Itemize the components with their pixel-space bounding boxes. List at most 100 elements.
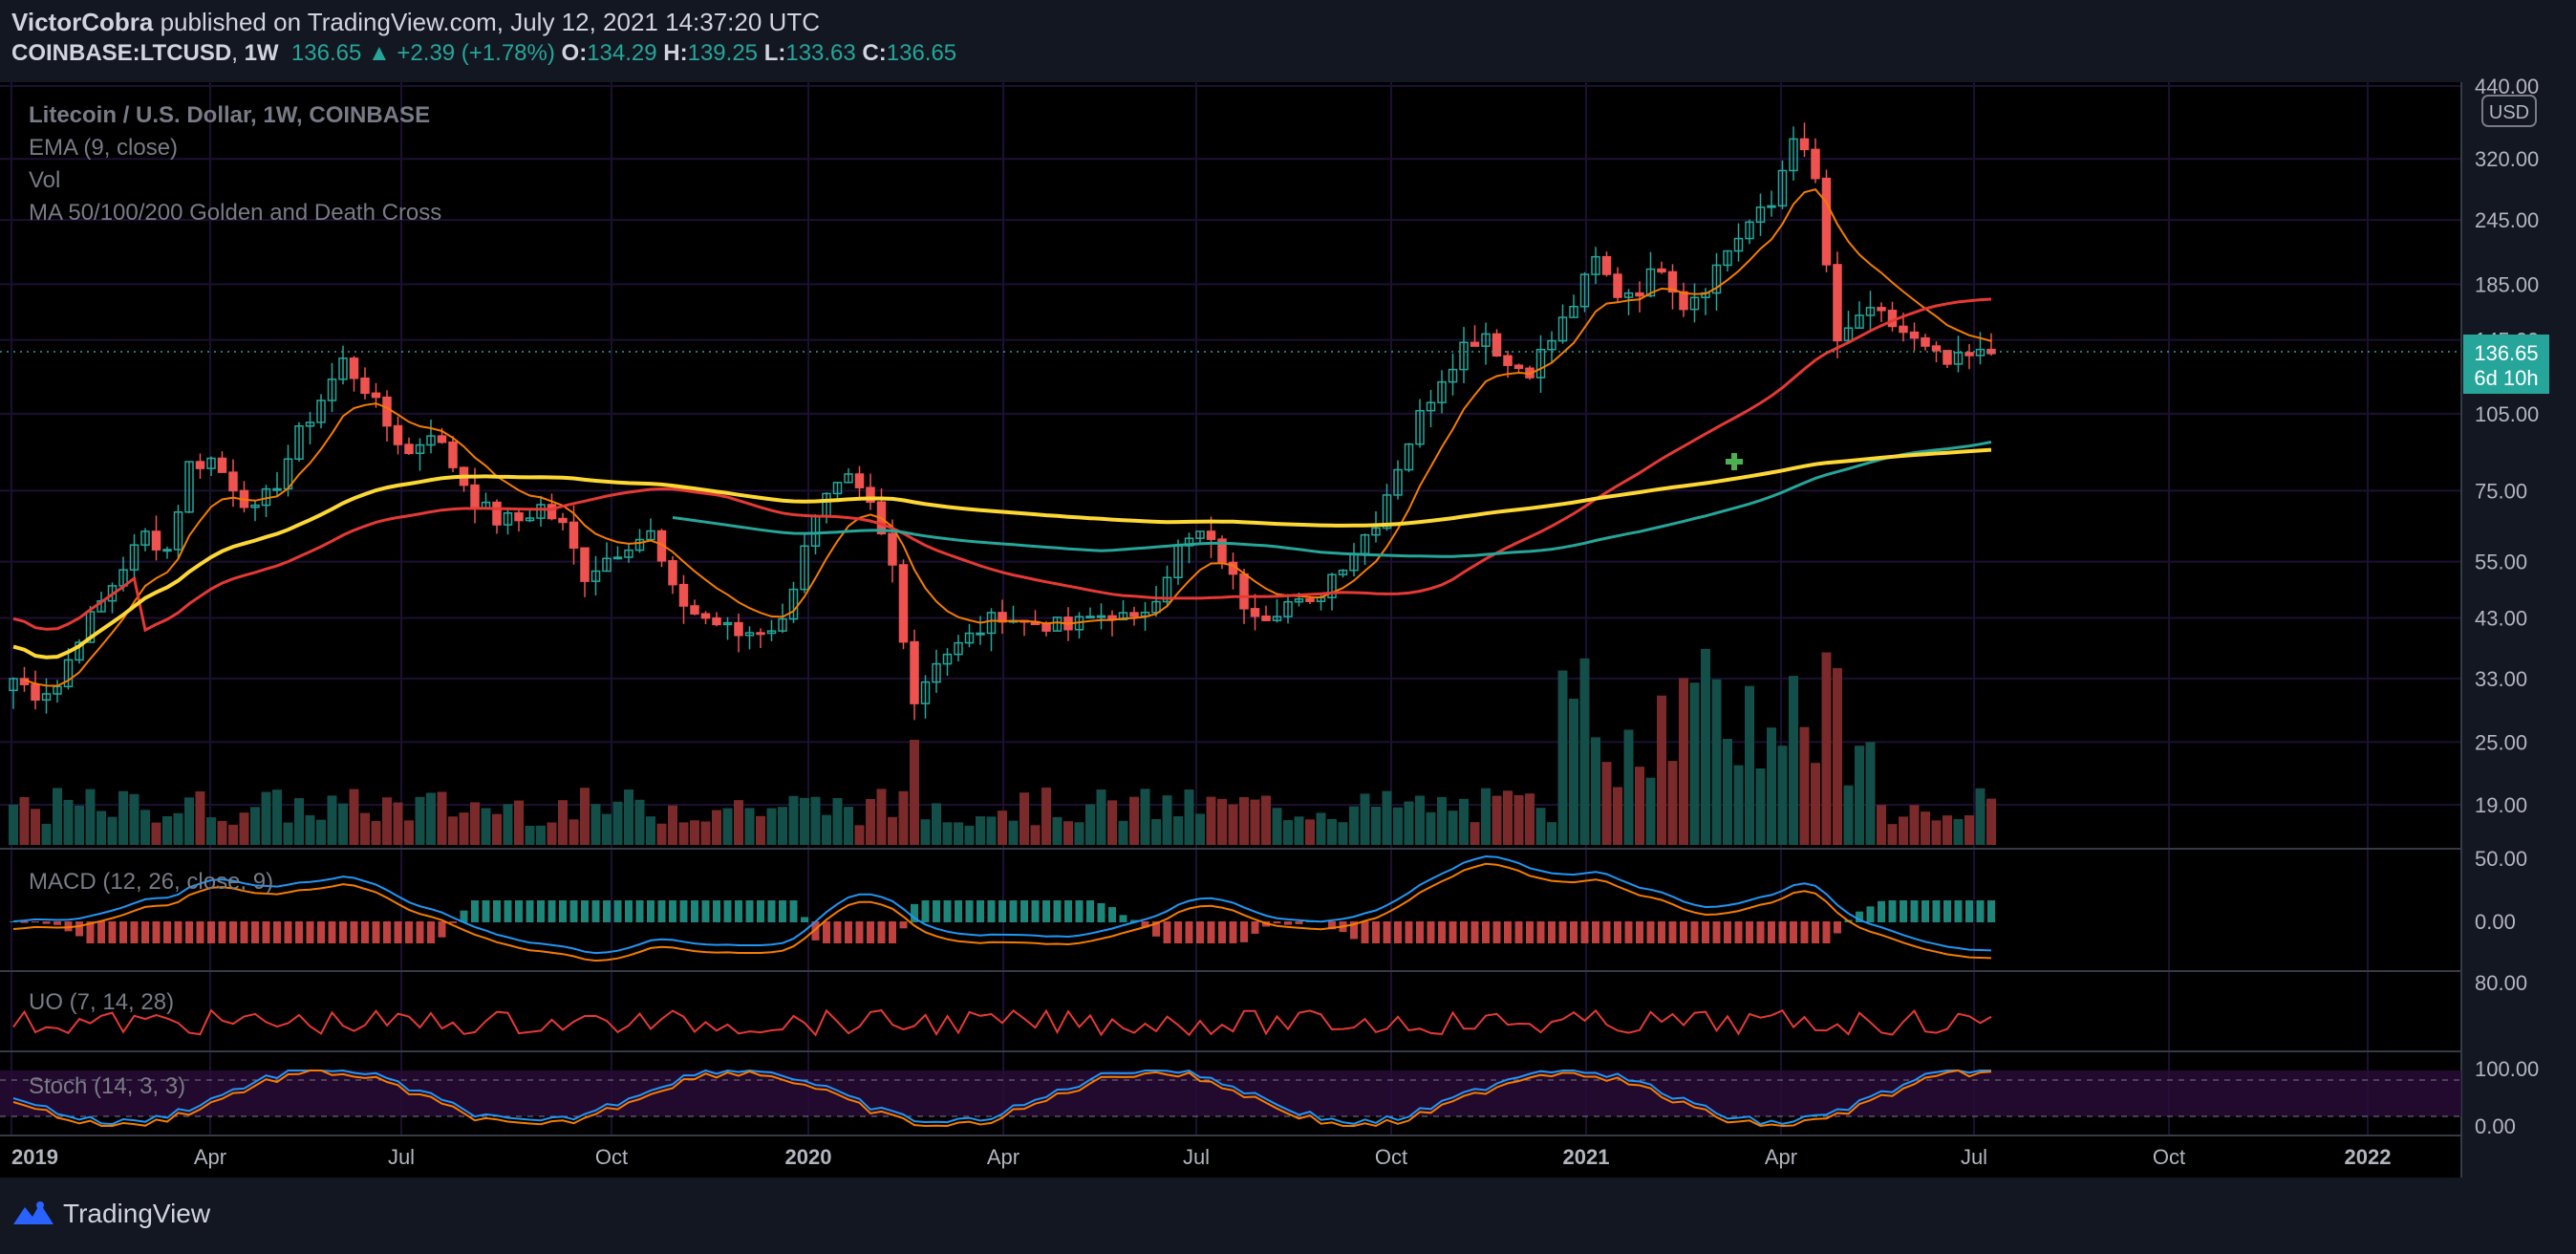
macd-histogram-bar: [1416, 921, 1424, 943]
volume-bar: [415, 796, 425, 845]
candle-body: [1679, 291, 1688, 311]
macd-histogram-bar: [372, 921, 380, 943]
candle-body: [426, 435, 436, 446]
volume-bar: [1195, 813, 1205, 845]
volume-bar: [832, 798, 843, 845]
macd-histogram-bar: [1240, 921, 1248, 942]
volume-bar: [1591, 737, 1600, 845]
candle-body: [437, 435, 447, 443]
macd-histogram-bar: [1856, 911, 1863, 922]
macd-histogram-bar: [723, 900, 732, 922]
macd-histogram-bar: [1086, 900, 1094, 922]
macd-histogram-bar: [899, 921, 908, 929]
candle-body: [503, 512, 513, 526]
candle-body: [1921, 336, 1930, 347]
volume-bar: [1745, 685, 1754, 845]
candle-body: [63, 659, 74, 688]
candle-body: [1931, 345, 1942, 352]
volume-bar: [1437, 796, 1447, 845]
candle-body: [316, 400, 326, 423]
macd-histogram-bar: [471, 900, 479, 922]
volume-bar: [1975, 788, 1986, 845]
volume-bar: [1711, 679, 1722, 845]
candle-body: [1118, 612, 1128, 621]
volume-bar: [63, 799, 74, 845]
volume-bar: [1943, 815, 1952, 845]
macd-histogram-bar: [526, 900, 534, 922]
volume-bar: [1206, 796, 1216, 845]
candle-body: [612, 556, 623, 560]
candle-body: [1975, 348, 1986, 357]
legend-ema[interactable]: EMA (9, close): [29, 135, 178, 161]
macd-histogram-bar: [1097, 902, 1106, 922]
macd-histogram-bar: [1185, 921, 1193, 943]
candle-body: [800, 545, 809, 591]
macd-histogram-bar: [1965, 900, 1973, 922]
volume-bar: [1557, 670, 1568, 845]
volume-bar: [1601, 762, 1612, 845]
chart-canvas[interactable]: Litecoin / U.S. Dollar, 1W, COINBASE EMA…: [0, 78, 2576, 1178]
macd-histogram-bar: [405, 921, 413, 943]
macd-histogram-bar: [789, 900, 798, 922]
volume-bar: [569, 819, 579, 845]
time-axis[interactable]: 2019 Apr Jul Oct 2020 Apr Jul Oct 2021 Apr Jul Oct 2…: [11, 1145, 2391, 1169]
volume-bar: [1613, 787, 1622, 845]
macd-histogram-bar: [1207, 921, 1215, 943]
volume-bar: [19, 796, 30, 845]
macd-histogram-bar: [625, 900, 633, 922]
volume-bar: [1404, 801, 1414, 845]
legend-ma[interactable]: MA 50/100/200 Golden and Death Cross: [29, 200, 441, 226]
volume-bar: [854, 825, 865, 845]
interval[interactable]: 1W: [244, 40, 279, 66]
candle-body: [866, 486, 875, 503]
legend-title[interactable]: Litecoin / U.S. Dollar, 1W, COINBASE: [29, 102, 430, 128]
macd-histogram-bar: [1910, 900, 1919, 922]
macd-histogram-bar: [867, 921, 874, 943]
ma50-line: [12, 297, 1992, 633]
legend-uo[interactable]: UO (7, 14, 28): [29, 989, 174, 1015]
symbol-name[interactable]: COINBASE:LTCUSD: [11, 40, 232, 66]
close-label: C:: [862, 40, 887, 66]
legend-macd[interactable]: MACD (12, 26, close, 9): [29, 869, 273, 895]
candle-body: [9, 678, 18, 692]
volume-bar: [734, 800, 743, 845]
candle-body: [634, 538, 645, 551]
stoch-tick-label: 0.00: [2475, 1114, 2516, 1138]
macd-histogram-bar: [97, 921, 105, 943]
macd-histogram-bar: [108, 921, 117, 943]
volume-bar: [514, 800, 524, 845]
candle-body: [1327, 573, 1337, 598]
volume-bar: [1008, 820, 1019, 845]
volume-bar: [1140, 789, 1150, 845]
legend-stoch[interactable]: Stoch (14, 3, 3): [29, 1073, 185, 1099]
macd-histogram-bar: [152, 921, 161, 943]
volume-bar: [1657, 695, 1666, 845]
macd-histogram-bar: [119, 921, 127, 943]
price-axis[interactable]: 440.00320.00245.00185.00145.00105.0075.0…: [2475, 78, 2539, 817]
low-value: 133.63: [785, 40, 856, 66]
macd-histogram-bar: [1064, 900, 1072, 922]
macd-histogram-bar: [1174, 921, 1182, 943]
macd-tick-label: 0.00: [2475, 910, 2516, 934]
volume-bar: [393, 802, 403, 845]
macd-histogram-bar: [1834, 921, 1841, 934]
currency-badge[interactable]: USD: [2481, 95, 2537, 127]
candle-body: [382, 396, 392, 427]
volume-bar: [1041, 788, 1051, 845]
volume-bar: [97, 811, 106, 845]
volume-bar: [547, 822, 557, 845]
tradingview-logo[interactable]: TradingView: [11, 1199, 210, 1229]
candle-body: [1448, 368, 1458, 383]
author-name[interactable]: VictorCobra: [11, 8, 154, 36]
candle-body: [1811, 148, 1820, 180]
legend-vol[interactable]: Vol: [29, 167, 60, 193]
candle-body: [1338, 569, 1348, 575]
volume-bar: [272, 789, 282, 845]
candle-body: [129, 544, 140, 571]
candle-body: [942, 653, 953, 665]
candle-body: [1404, 443, 1414, 471]
candle-body: [722, 621, 733, 626]
candle-body: [1239, 573, 1249, 610]
volume-bar: [1513, 795, 1524, 845]
volume-bar: [1239, 796, 1249, 845]
